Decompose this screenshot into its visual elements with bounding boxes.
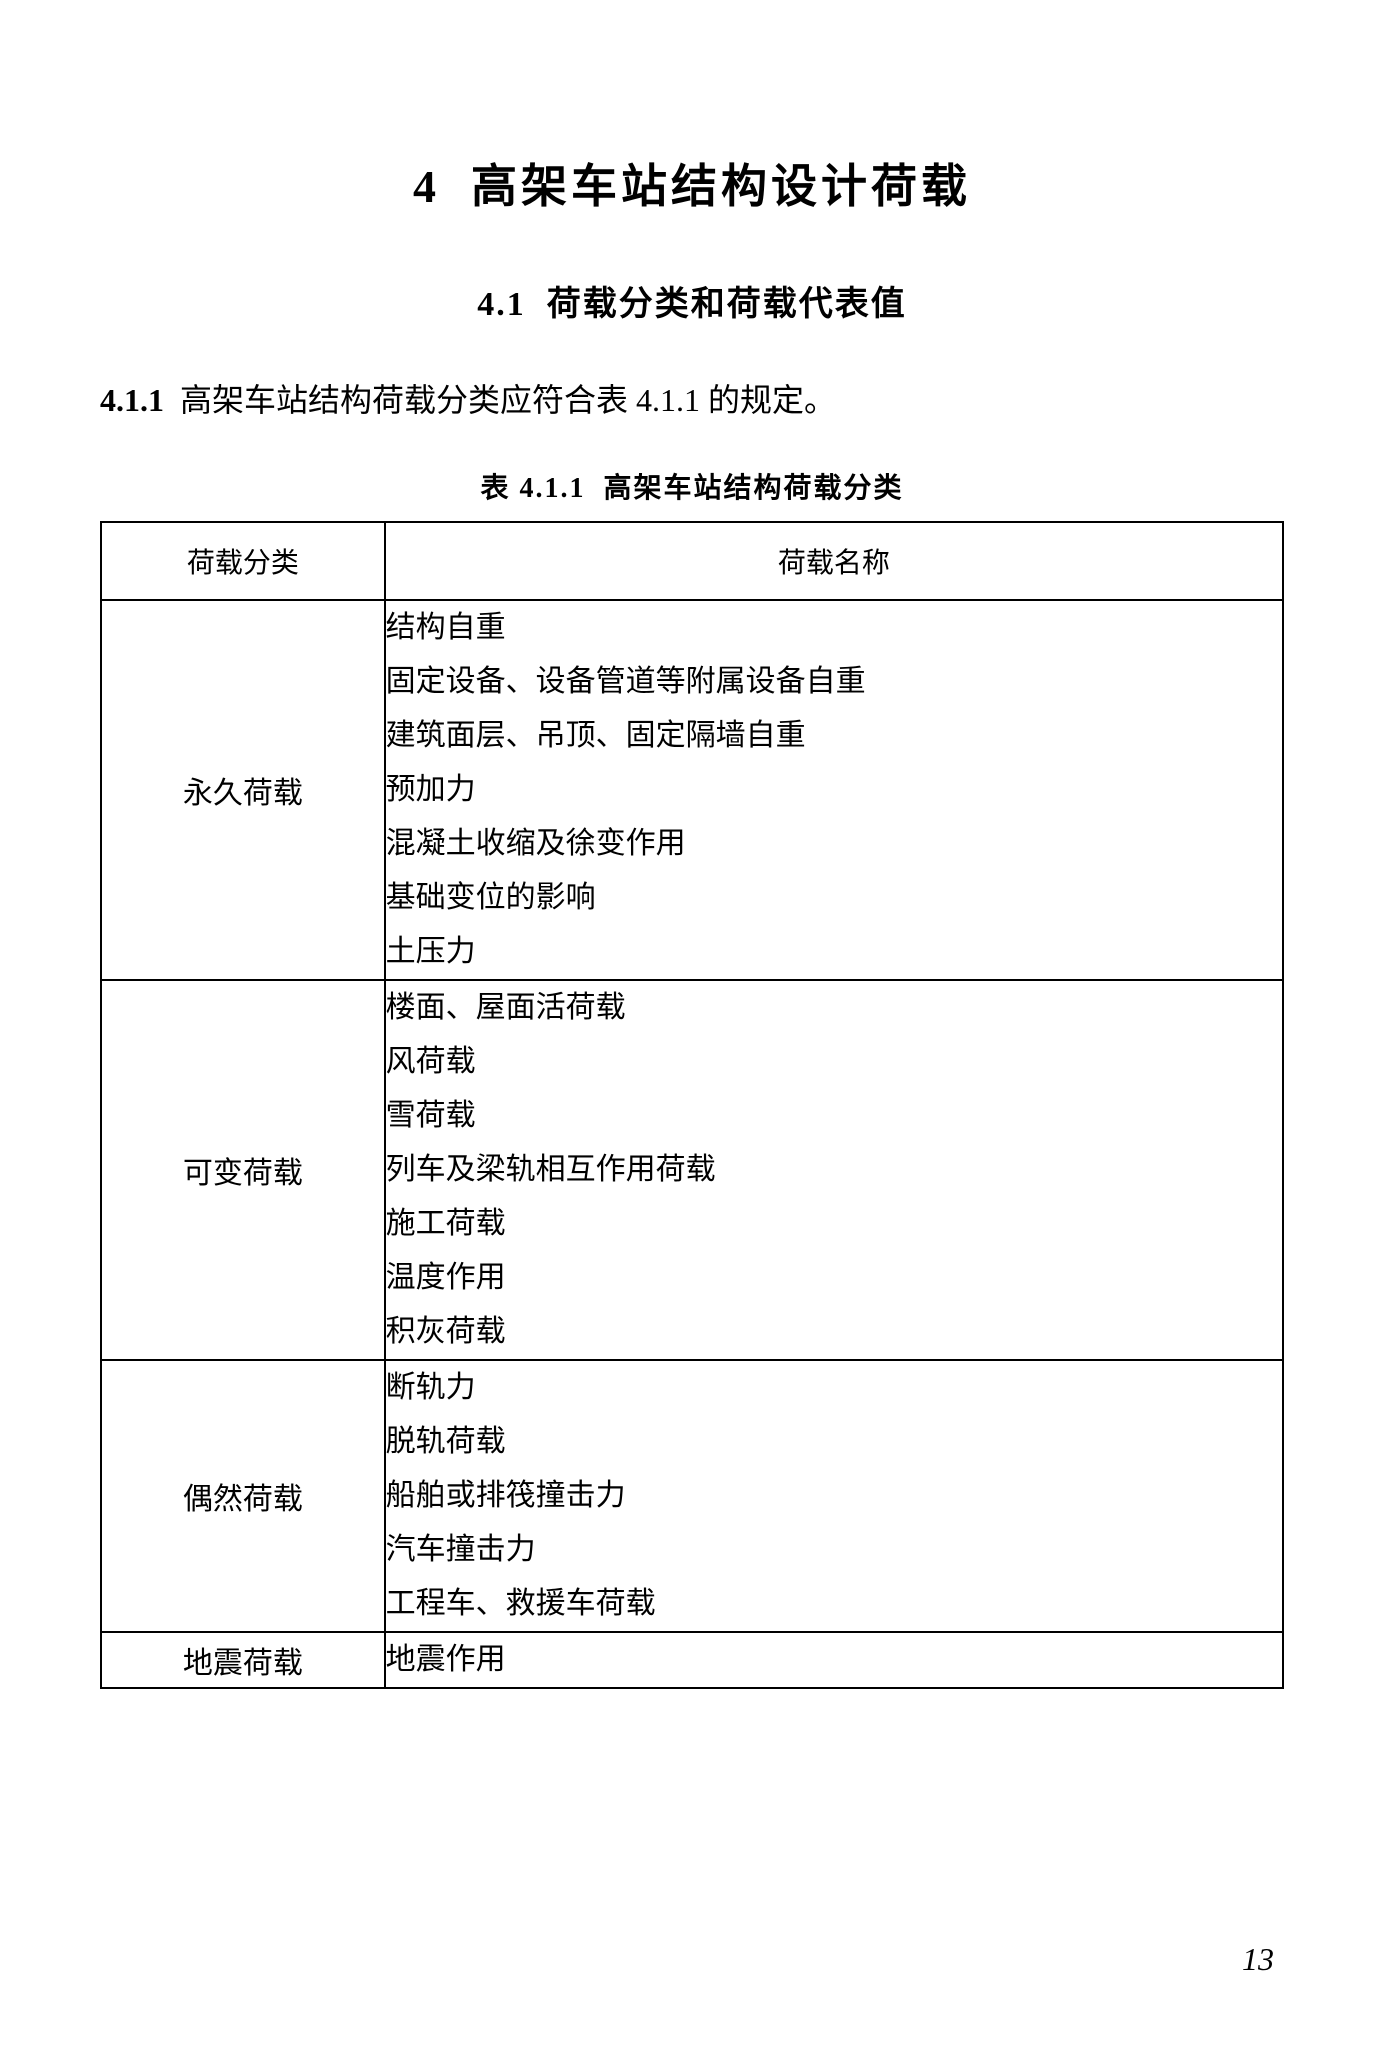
table-row: 永久荷载结构自重固定设备、设备管道等附属设备自重建筑面层、吊顶、固定隔墙自重预加… <box>101 600 1283 980</box>
load-classification-table: 荷载分类 荷载名称 永久荷载结构自重固定设备、设备管道等附属设备自重建筑面层、吊… <box>100 521 1284 1689</box>
table-caption-text: 高架车站结构荷载分类 <box>604 473 904 504</box>
load-item: 基础变位的影响 <box>386 871 1282 925</box>
load-item: 工程车、救援车荷载 <box>386 1577 1282 1631</box>
names-cell: 断轨力脱轨荷载船舶或排筏撞击力汽车撞击力工程车、救援车荷载 <box>385 1360 1283 1632</box>
load-item: 雪荷载 <box>386 1089 1282 1143</box>
chapter-number: 4 <box>413 161 440 212</box>
paragraph-number: 4.1.1 <box>100 382 164 418</box>
table-header-row: 荷载分类 荷载名称 <box>101 522 1283 600</box>
names-cell: 楼面、屋面活荷载风荷载雪荷载列车及梁轨相互作用荷载施工荷载温度作用积灰荷载 <box>385 980 1283 1360</box>
header-names: 荷载名称 <box>385 522 1283 600</box>
load-item: 楼面、屋面活荷载 <box>386 981 1282 1035</box>
header-category: 荷载分类 <box>101 522 385 600</box>
page-number: 13 <box>1242 1941 1274 1978</box>
paragraph-text: 高架车站结构荷载分类应符合表 4.1.1 的规定。 <box>180 382 836 418</box>
load-item: 土压力 <box>386 925 1282 979</box>
section-title-text: 荷载分类和荷载代表值 <box>547 286 907 323</box>
load-item: 脱轨荷载 <box>386 1415 1282 1469</box>
table-row: 地震荷载地震作用 <box>101 1632 1283 1688</box>
load-item: 施工荷载 <box>386 1197 1282 1251</box>
load-item: 地震作用 <box>386 1633 1282 1687</box>
load-item: 结构自重 <box>386 601 1282 655</box>
load-item: 预加力 <box>386 763 1282 817</box>
category-cell: 偶然荷载 <box>101 1360 385 1632</box>
table-caption-number: 表 4.1.1 <box>480 473 585 504</box>
category-cell: 地震荷载 <box>101 1632 385 1688</box>
load-item: 积灰荷载 <box>386 1305 1282 1359</box>
table-caption: 表 4.1.1 高架车站结构荷载分类 <box>100 466 1284 506</box>
names-cell: 地震作用 <box>385 1632 1283 1688</box>
table-row: 偶然荷载断轨力脱轨荷载船舶或排筏撞击力汽车撞击力工程车、救援车荷载 <box>101 1360 1283 1632</box>
load-item: 固定设备、设备管道等附属设备自重 <box>386 655 1282 709</box>
table-row: 可变荷载楼面、屋面活荷载风荷载雪荷载列车及梁轨相互作用荷载施工荷载温度作用积灰荷… <box>101 980 1283 1360</box>
load-item: 风荷载 <box>386 1035 1282 1089</box>
paragraph: 4.1.1 高架车站结构荷载分类应符合表 4.1.1 的规定。 <box>100 375 1284 426</box>
load-item: 建筑面层、吊顶、固定隔墙自重 <box>386 709 1282 763</box>
category-cell: 可变荷载 <box>101 980 385 1360</box>
load-item: 断轨力 <box>386 1361 1282 1415</box>
load-item: 混凝土收缩及徐变作用 <box>386 817 1282 871</box>
load-item: 汽车撞击力 <box>386 1523 1282 1577</box>
section-title: 4.1 荷载分类和荷载代表值 <box>100 276 1284 325</box>
load-item: 列车及梁轨相互作用荷载 <box>386 1143 1282 1197</box>
category-cell: 永久荷载 <box>101 600 385 980</box>
chapter-title-text: 高架车站结构设计荷载 <box>471 161 971 212</box>
load-item: 温度作用 <box>386 1251 1282 1305</box>
chapter-title: 4 高架车站结构设计荷载 <box>100 150 1284 216</box>
section-number: 4.1 <box>477 286 526 323</box>
load-item: 船舶或排筏撞击力 <box>386 1469 1282 1523</box>
names-cell: 结构自重固定设备、设备管道等附属设备自重建筑面层、吊顶、固定隔墙自重预加力混凝土… <box>385 600 1283 980</box>
